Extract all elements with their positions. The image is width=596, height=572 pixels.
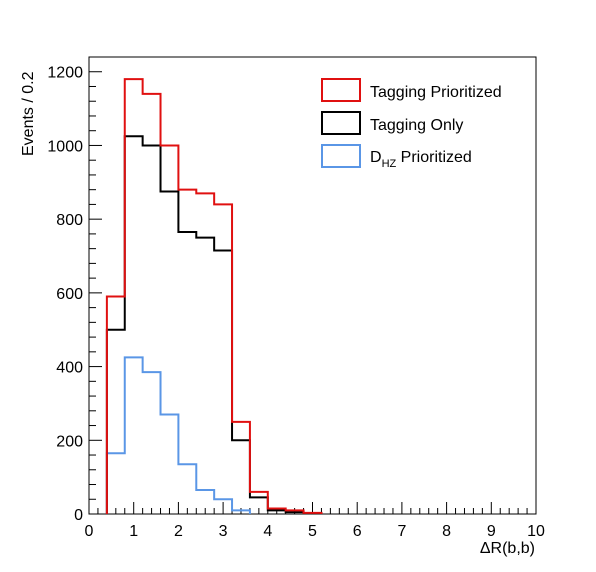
x-tick-label: 0	[85, 523, 94, 540]
y-axis-title: Events / 0.2	[20, 71, 37, 156]
series-layer	[105, 78, 323, 515]
legend-swatch-tagging-prioritized	[321, 78, 361, 102]
y-tick-label: 400	[56, 360, 83, 377]
x-tick-label: 8	[442, 523, 451, 540]
y-tick-label: 1000	[47, 138, 83, 155]
legend-swatch-dhz-prioritized	[321, 144, 361, 168]
legend-label-dhz-prioritized: DHZ Prioritized	[370, 149, 472, 170]
x-tick-label: 4	[263, 523, 272, 540]
series-tagging-only	[105, 135, 323, 515]
x-tick-label: 10	[527, 523, 545, 540]
y-axis: 0 200 400 600 800 1000 1200	[47, 56, 102, 524]
y-tick-label: 200	[56, 433, 83, 450]
legend-dhz-rest: Prioritized	[396, 149, 472, 166]
plot-frame	[88, 56, 537, 515]
legend-label-tagging-only: Tagging Only	[370, 117, 463, 134]
x-axis-title: ΔR(b,b)	[480, 540, 535, 557]
x-tick-label: 1	[129, 523, 138, 540]
x-tick-label: 5	[308, 523, 317, 540]
y-tick-label: 600	[56, 286, 83, 303]
y-tick-label: 0	[74, 507, 83, 524]
legend: Tagging Prioritized Tagging Only DHZ Pri…	[321, 78, 502, 170]
x-tick-label: 6	[353, 523, 362, 540]
y-tick-label: 1200	[47, 65, 83, 82]
x-tick-label: 7	[397, 523, 406, 540]
series-tagging-prioritized	[105, 78, 323, 514]
series-d-hz-prioritized	[105, 356, 251, 514]
legend-swatch-tagging-only	[321, 111, 361, 135]
y-tick-label: 800	[56, 212, 83, 229]
x-tick-label: 2	[174, 523, 183, 540]
legend-dhz-main: D	[370, 149, 382, 166]
x-tick-label: 3	[219, 523, 228, 540]
legend-label-tagging-prioritized: Tagging Prioritized	[370, 84, 502, 101]
legend-dhz-sub: HZ	[382, 158, 397, 170]
x-axis: 0 1 2 3 4 5 6 7 8 9 10	[85, 502, 545, 540]
x-tick-label: 9	[487, 523, 496, 540]
